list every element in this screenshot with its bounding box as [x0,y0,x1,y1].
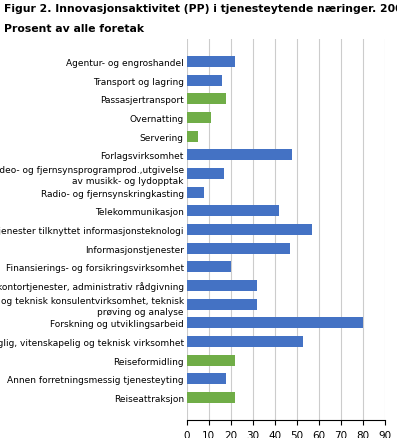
Bar [187,94,226,105]
Bar [187,261,231,273]
Bar [187,187,204,198]
Bar [187,392,235,403]
Bar [187,113,211,124]
Text: Figur 2. Innovasjonsaktivitet (PP) i tjenesteytende næringer. 2008-2010.: Figur 2. Innovasjonsaktivitet (PP) i tje… [4,4,397,14]
Bar [187,150,293,161]
Bar [187,355,235,366]
Bar [187,169,224,180]
Bar [187,299,257,310]
Bar [187,131,198,142]
Bar [187,243,290,254]
Bar [187,206,279,217]
Bar [187,224,312,236]
Text: Prosent av alle foretak: Prosent av alle foretak [4,24,144,34]
Bar [187,336,303,347]
Bar [187,57,235,68]
Bar [187,318,363,328]
Bar [187,75,222,87]
Bar [187,280,257,291]
Bar [187,373,226,385]
